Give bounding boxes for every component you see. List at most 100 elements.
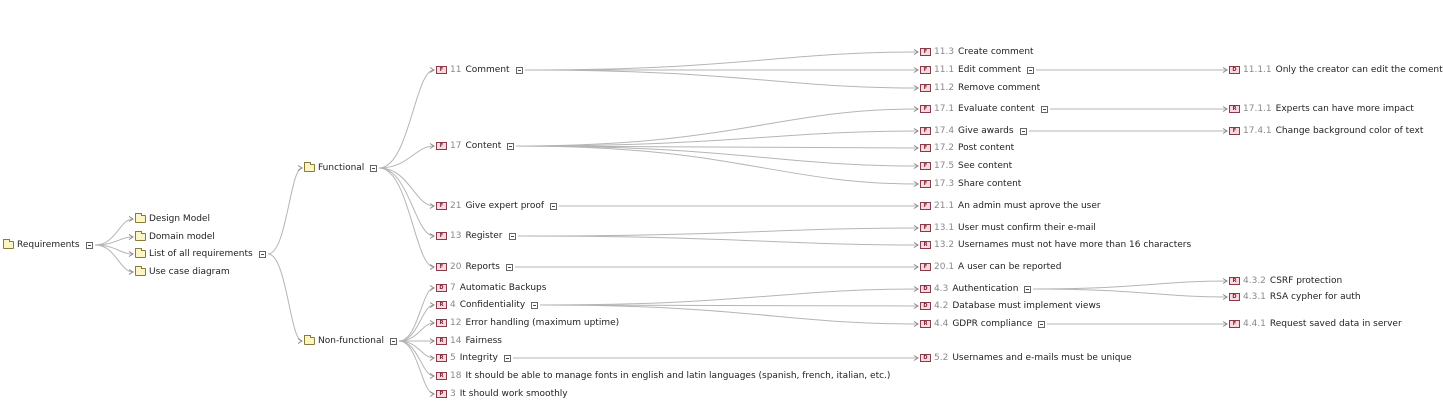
- tree-node-f20-1[interactable]: F 20.1 A user can be reported: [920, 260, 1061, 274]
- node-label: A user can be reported: [958, 262, 1062, 272]
- edge-arrowhead: [128, 269, 134, 275]
- tree-node-f11-2[interactable]: F 11.2 Remove comment: [920, 81, 1040, 95]
- tree-node-f17[interactable]: F 17 Content: [436, 139, 515, 153]
- requirement-icon: R: [436, 319, 447, 327]
- requirement-icon: F: [920, 127, 931, 135]
- tree-node-n4-4-1[interactable]: F 4.4.1 Request saved data in server: [1229, 317, 1402, 331]
- tree-node-f13-1[interactable]: F 13.1 User must confirm their e-mail: [920, 221, 1096, 235]
- tree-node-n14[interactable]: R 14 Fairness: [436, 334, 502, 348]
- collapse-toggle-icon[interactable]: [508, 232, 516, 240]
- requirement-number: 17.3: [934, 179, 955, 189]
- node-label: Integrity: [459, 353, 498, 363]
- requirement-number: 11.1: [934, 65, 955, 75]
- tree-node-f17-3[interactable]: F 17.3 Share content: [920, 177, 1021, 191]
- collapse-toggle-icon[interactable]: [1027, 66, 1035, 74]
- tree-node-domain[interactable]: Domain model: [135, 230, 215, 244]
- tree-node-n12[interactable]: R 12 Error handling (maximum uptime): [436, 316, 619, 330]
- requirement-icon: F: [436, 263, 447, 271]
- tree-node-f11-1-1[interactable]: D 11.1.1 Only the creator can edit the com…: [1229, 63, 1443, 77]
- collapse-toggle-icon[interactable]: [258, 250, 266, 258]
- requirement-icon: F: [436, 202, 447, 210]
- tree-node-n4-3-2[interactable]: R 4.3.2 CSRF protection: [1229, 274, 1342, 288]
- requirement-number: 12: [450, 318, 462, 328]
- tree-node-f11-1[interactable]: F 11.1 Edit comment: [920, 63, 1035, 77]
- edge-functional-to-f21: [378, 167, 435, 207]
- edge-f11-to-f11-3: [524, 51, 919, 71]
- requirement-icon: F: [920, 162, 931, 170]
- tree-node-f17-2[interactable]: F 17.2 Post content: [920, 141, 1014, 155]
- tree-node-usecase[interactable]: Use case diagram: [135, 265, 230, 279]
- tree-node-n5[interactable]: R 5 Integrity: [436, 351, 511, 365]
- tree-node-n5-2[interactable]: D 5.2 Usernames and e-mails must be unique: [920, 351, 1132, 365]
- collapse-toggle-icon[interactable]: [505, 263, 513, 271]
- tree-node-f17-4[interactable]: F 17.4 Give awards: [920, 124, 1027, 138]
- collapse-toggle-icon[interactable]: [389, 337, 397, 345]
- tree-node-n4-2[interactable]: D 4.2 Database must implement views: [920, 299, 1101, 313]
- tree-node-n4[interactable]: R 4 Confidentiality: [436, 298, 539, 312]
- tree-node-root[interactable]: Requirements: [3, 238, 93, 252]
- collapse-toggle-icon[interactable]: [370, 164, 378, 172]
- edge-arrowhead: [1222, 321, 1228, 327]
- tree-node-f11[interactable]: F 11 Comment: [436, 63, 523, 77]
- tree-node-functional[interactable]: Functional: [304, 161, 378, 175]
- edge-f13-to-f13-1: [517, 227, 919, 237]
- edge-arrowhead: [1222, 294, 1228, 300]
- requirement-icon: D: [920, 302, 931, 310]
- tree-node-n3[interactable]: P 3 It should work smoothly: [436, 387, 568, 401]
- requirement-icon: P: [436, 390, 447, 398]
- tree-node-n4-3[interactable]: D 4.3 Authentication: [920, 282, 1032, 296]
- tree-node-f11-3[interactable]: F 11.3 Create comment: [920, 45, 1034, 59]
- tree-node-f17-1-1[interactable]: R 17.1.1 Experts can have more impact: [1229, 102, 1414, 116]
- collapse-toggle-icon[interactable]: [503, 354, 511, 362]
- tree-node-n7[interactable]: D 7 Automatic Backups: [436, 281, 546, 295]
- tree-node-f17-1[interactable]: F 17.1 Evaluate content: [920, 102, 1048, 116]
- tree-node-nonfunctional[interactable]: Non-functional: [304, 334, 397, 348]
- collapse-toggle-icon[interactable]: [507, 142, 515, 150]
- edge-nonfunctional-to-n7: [398, 287, 435, 342]
- requirement-number: 17.4: [934, 126, 955, 136]
- edge-root-to-design: [94, 218, 134, 246]
- node-label: Change background color of text: [1275, 126, 1424, 136]
- tree-node-f13-2[interactable]: R 13.2 Usernames must not have more than 1…: [920, 238, 1191, 252]
- tree-node-list[interactable]: List of all requirements: [135, 247, 266, 261]
- tree-node-f13[interactable]: F 13 Register: [436, 229, 516, 243]
- tree-node-f17-5[interactable]: F 17.5 See content: [920, 159, 1012, 173]
- edge-arrowhead: [429, 320, 435, 326]
- requirement-icon: F: [920, 263, 931, 271]
- edge-f17-to-f17-3: [515, 145, 919, 185]
- collapse-toggle-icon[interactable]: [1040, 105, 1048, 113]
- requirement-icon: R: [436, 337, 447, 345]
- requirement-icon: D: [920, 285, 931, 293]
- node-label: User must confirm their e-mail: [958, 223, 1096, 233]
- collapse-toggle-icon[interactable]: [531, 301, 539, 309]
- collapse-toggle-icon[interactable]: [85, 241, 93, 249]
- node-label: Database must implement views: [952, 301, 1101, 311]
- collapse-toggle-icon[interactable]: [1024, 285, 1032, 293]
- node-label: Experts can have more impact: [1275, 104, 1414, 114]
- tree-node-design[interactable]: Design Model: [135, 212, 210, 226]
- folder-icon: [135, 248, 146, 258]
- edge-arrowhead: [913, 203, 919, 209]
- edge-arrowhead: [128, 251, 134, 257]
- edge-arrowhead: [297, 338, 303, 344]
- folder-icon: [304, 162, 315, 172]
- edge-n4-3-to-n4-3-1: [1032, 288, 1228, 298]
- tree-node-n18[interactable]: R 18 It should be able to manage fonts in …: [436, 369, 890, 383]
- collapse-toggle-icon[interactable]: [515, 66, 523, 74]
- tree-node-n4-4[interactable]: R 4.4 GDPR compliance: [920, 317, 1046, 331]
- collapse-toggle-icon[interactable]: [550, 202, 558, 210]
- edge-arrowhead: [913, 67, 919, 73]
- requirement-icon: F: [920, 224, 931, 232]
- node-label: Content: [465, 141, 502, 151]
- collapse-toggle-icon[interactable]: [1019, 127, 1027, 135]
- tree-node-f21-1[interactable]: F 21.1 An admin must aprove the user: [920, 199, 1101, 213]
- collapse-toggle-icon[interactable]: [1038, 320, 1046, 328]
- tree-node-f21[interactable]: F 21 Give expert proof: [436, 199, 558, 213]
- edge-root-to-list: [94, 244, 134, 255]
- tree-node-f20[interactable]: F 20 Reports: [436, 260, 513, 274]
- tree-node-n4-3-1[interactable]: D 4.3.1 RSA cypher for auth: [1229, 290, 1361, 304]
- tree-node-f17-4-1[interactable]: F 17.4.1 Change background color of text: [1229, 124, 1423, 138]
- edge-arrowhead: [429, 338, 435, 344]
- edge-arrowhead: [429, 373, 435, 379]
- node-label: RSA cypher for auth: [1269, 292, 1361, 302]
